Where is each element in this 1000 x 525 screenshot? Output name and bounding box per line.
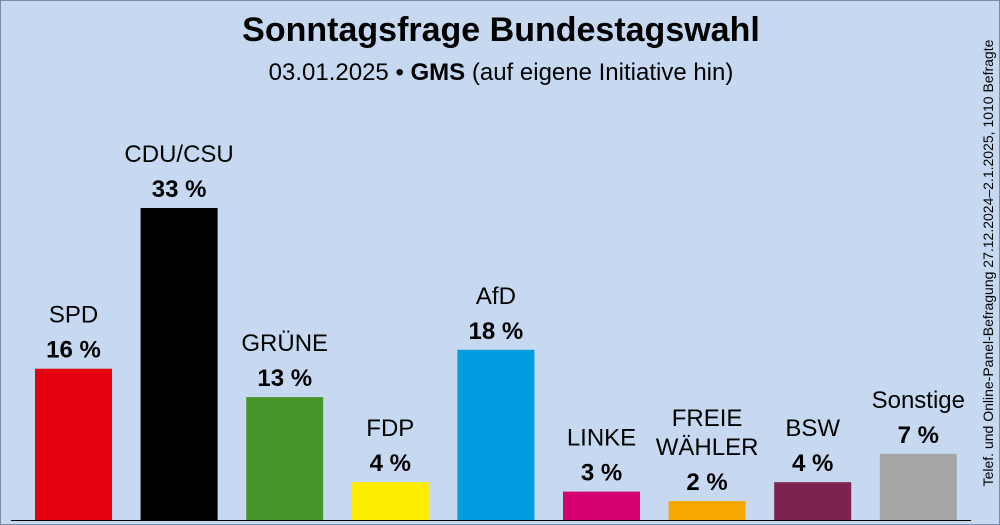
value-label-spd: 16 %	[46, 337, 101, 364]
category-label-spd: SPD	[49, 302, 98, 329]
value-label-cdu-csu: 33 %	[152, 176, 207, 203]
value-label-freie-w-hler: 2 %	[686, 469, 727, 496]
bar-sonstige	[879, 453, 957, 520]
value-label-sonstige: 7 %	[898, 422, 939, 449]
category-label-gr-ne: GRÜNE	[241, 330, 328, 357]
subtitle-note: (auf eigene Initiative hin)	[471, 59, 734, 86]
bar-afd	[457, 349, 535, 520]
category-label-bsw: BSW	[785, 415, 840, 442]
category-label-linke: LINKE	[567, 425, 636, 452]
bar-linke	[563, 491, 640, 520]
value-label-linke: 3 %	[581, 460, 622, 487]
value-label-fdp: 4 %	[370, 450, 411, 477]
subtitle-institute: GMS	[410, 59, 466, 86]
subtitle-date: 03.01.2025	[268, 59, 389, 86]
bar-cdu-csu	[140, 208, 218, 520]
value-label-afd: 18 %	[469, 318, 524, 345]
category-label-sonstige: Sonstige	[872, 387, 965, 414]
value-label-gr-ne: 13 %	[257, 365, 312, 392]
chart-title: Sonntagsfrage Bundestagswahl	[242, 11, 760, 49]
value-label-bsw: 4 %	[792, 450, 833, 477]
subtitle-separator: •	[395, 59, 404, 86]
side-note: Telef. und Online-Panel-Befragung 27.12.…	[980, 39, 996, 487]
bar-gr-ne	[246, 397, 324, 520]
bar-spd	[35, 368, 112, 520]
category-label-cdu-csu: CDU/CSU	[124, 141, 233, 168]
category-label-fdp: FDP	[366, 415, 414, 442]
category-label-freie-w-hler: FREIE	[672, 405, 743, 432]
bar-freie-w-hler	[668, 501, 746, 520]
bar-fdp	[351, 482, 429, 520]
chart-subtitle: 03.01.2025 • GMS (auf eigene Initiative …	[1, 59, 999, 87]
category-label-afd: AfD	[476, 283, 516, 310]
bar-bsw	[774, 482, 852, 520]
category-label-freie-w-hler: WÄHLER	[656, 434, 759, 461]
